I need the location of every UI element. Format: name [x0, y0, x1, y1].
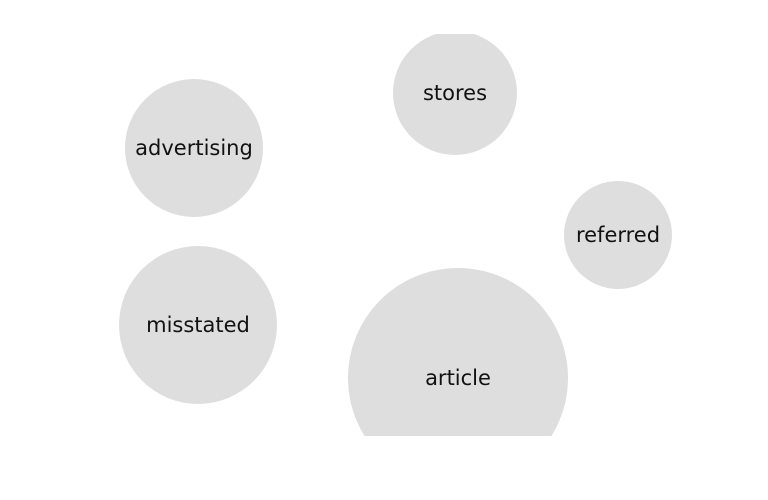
bubble-advertising-label: advertising — [135, 136, 253, 160]
bubble-stores-label: stores — [423, 81, 487, 105]
bubble-referred: referred — [564, 181, 672, 289]
bubble-article-label: article — [425, 366, 491, 390]
bubble-referred-label: referred — [576, 223, 660, 247]
bubble-stores-circle — [393, 34, 517, 155]
bubble-article: article — [348, 268, 568, 436]
bubble-misstated: misstated — [119, 246, 277, 404]
bubble-advertising: advertising — [125, 79, 263, 217]
bubble-article-circle — [348, 268, 568, 436]
bubble-referred-circle — [564, 181, 672, 289]
bubble-misstated-label: misstated — [146, 313, 250, 337]
bubble-misstated-circle — [119, 246, 277, 404]
bubble-stores: stores — [393, 34, 517, 155]
bubble-advertising-circle — [125, 79, 263, 217]
